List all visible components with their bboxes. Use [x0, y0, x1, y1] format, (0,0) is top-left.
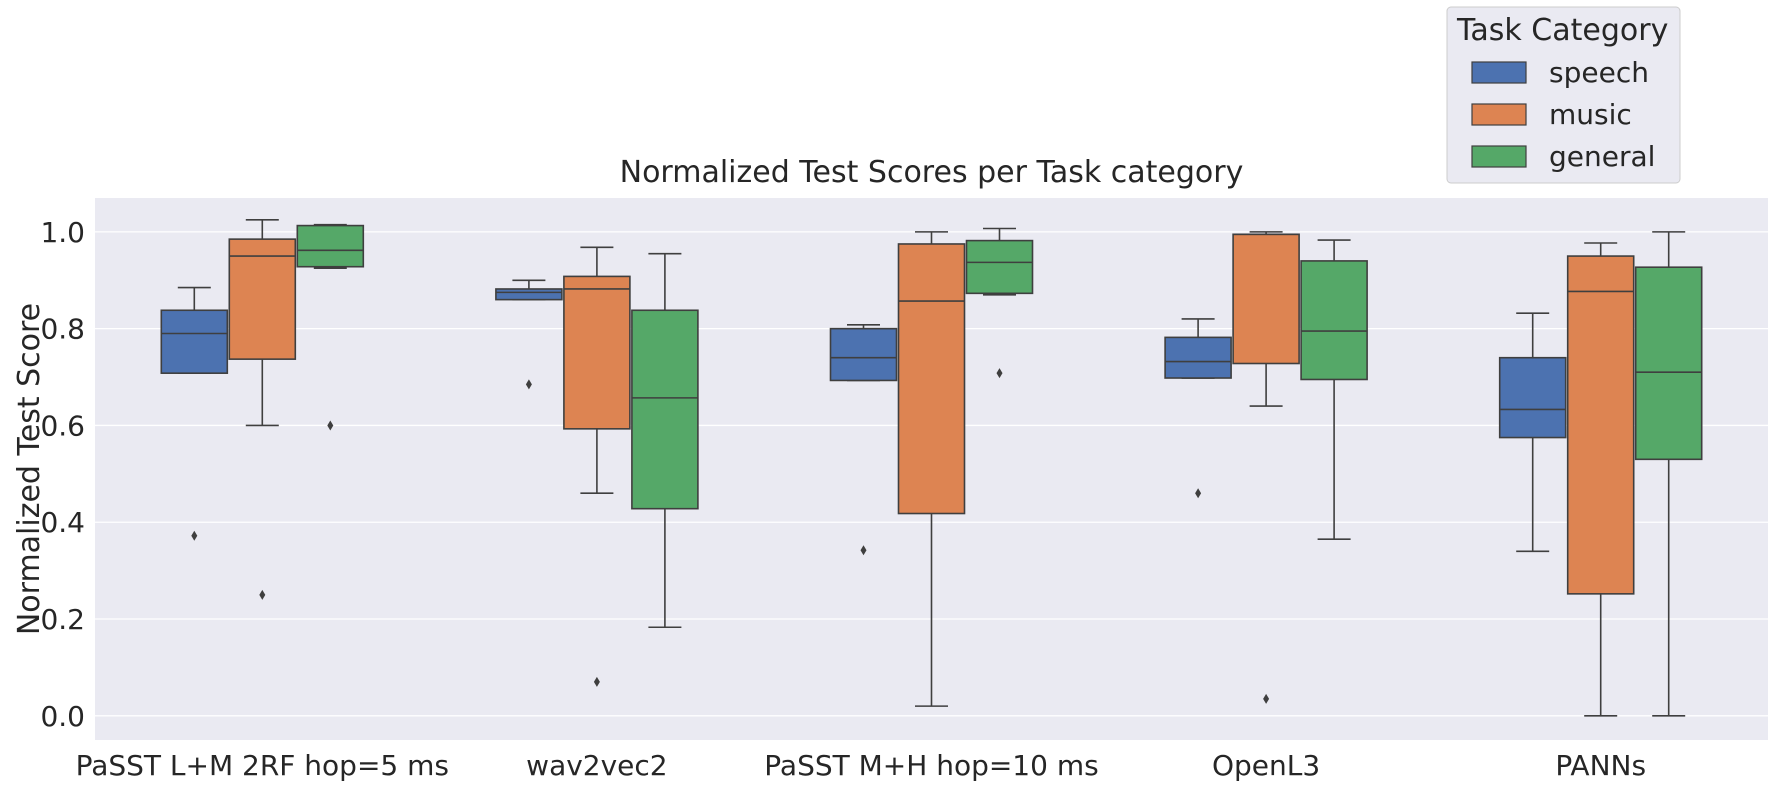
box-body: [160, 309, 229, 374]
box-body: [228, 238, 297, 360]
box-body: [897, 243, 966, 515]
y-tick-label: 0.6: [40, 409, 85, 442]
legend-items: speech music general: [1471, 56, 1655, 173]
y-tick-label: 0.4: [40, 506, 85, 539]
box-group-4: [1498, 231, 1703, 717]
y-tick-label: 1.0: [40, 216, 85, 249]
y-tick-label: 0.0: [40, 700, 85, 733]
box-group-3: [1164, 231, 1368, 704]
box-body: [1300, 260, 1368, 381]
box-general: [965, 227, 1034, 379]
box-body: [631, 309, 699, 510]
box-body: [965, 239, 1034, 295]
box-music: [897, 231, 966, 707]
legend-swatch-general: [1471, 145, 1527, 168]
legend-title: Task Category: [1456, 13, 1668, 48]
box-general: [296, 223, 365, 431]
legend-swatch-music: [1471, 103, 1527, 126]
outlier-point: [259, 589, 266, 600]
outlier-point: [860, 545, 867, 556]
box-general: [631, 252, 699, 629]
box-music: [1232, 231, 1300, 704]
box-body: [1232, 233, 1300, 365]
outlier-point: [327, 420, 334, 431]
box-group-1: [495, 246, 699, 687]
legend: Task Category speech music general: [1446, 6, 1681, 184]
legend-swatch-speech: [1471, 61, 1527, 84]
box-body: [1498, 356, 1567, 439]
x-tick-label: OpenL3: [1212, 749, 1320, 782]
outlier-point: [996, 368, 1003, 379]
chart-title: Normalized Test Scores per Task category: [620, 155, 1244, 190]
x-tick-label: PaSST L+M 2RF hop=5 ms: [76, 749, 449, 782]
y-tick-label: 0.8: [40, 313, 85, 346]
box-group-2: [829, 227, 1034, 707]
box-body: [1566, 255, 1635, 595]
legend-label-general: general: [1549, 140, 1655, 173]
x-tick-label: PaSST M+H hop=10 ms: [764, 749, 1098, 782]
outlier-point: [593, 676, 600, 687]
box-music: [228, 218, 297, 600]
box-body: [829, 327, 898, 382]
box-body: [495, 288, 563, 301]
box-music: [1566, 242, 1635, 717]
box-speech: [160, 286, 229, 541]
y-tick-label: 0.2: [40, 603, 85, 636]
box-body: [563, 275, 631, 430]
y-tick-labels: 0.0 0.2 0.4 0.6 0.8 1.0: [40, 216, 85, 733]
box-general: [1634, 231, 1703, 717]
box-music: [563, 246, 631, 687]
x-tick-label: PANNs: [1555, 749, 1646, 782]
box-body: [296, 224, 365, 268]
outlier-point: [191, 530, 198, 541]
outlier-point: [525, 379, 532, 390]
outlier-point: [1263, 693, 1270, 704]
box-speech: [1164, 318, 1232, 499]
box-group-0: [160, 218, 365, 600]
x-tick-labels: PaSST L+M 2RF hop=5 ms wav2vec2 PaSST M+H …: [76, 749, 1646, 782]
legend-frame: [1446, 6, 1681, 184]
outlier-point: [1195, 488, 1202, 499]
box-general: [1300, 239, 1368, 540]
box-body: [1634, 266, 1703, 461]
box-groups: [160, 218, 1703, 717]
x-tick-label: wav2vec2: [526, 749, 667, 782]
legend-label-music: music: [1549, 98, 1632, 131]
box-speech: [829, 323, 898, 556]
box-speech: [495, 279, 563, 390]
legend-label-speech: speech: [1549, 56, 1649, 89]
box-body: [1164, 336, 1232, 379]
box-speech: [1498, 312, 1567, 553]
y-axis-label: Normalized Test Score: [12, 303, 47, 635]
